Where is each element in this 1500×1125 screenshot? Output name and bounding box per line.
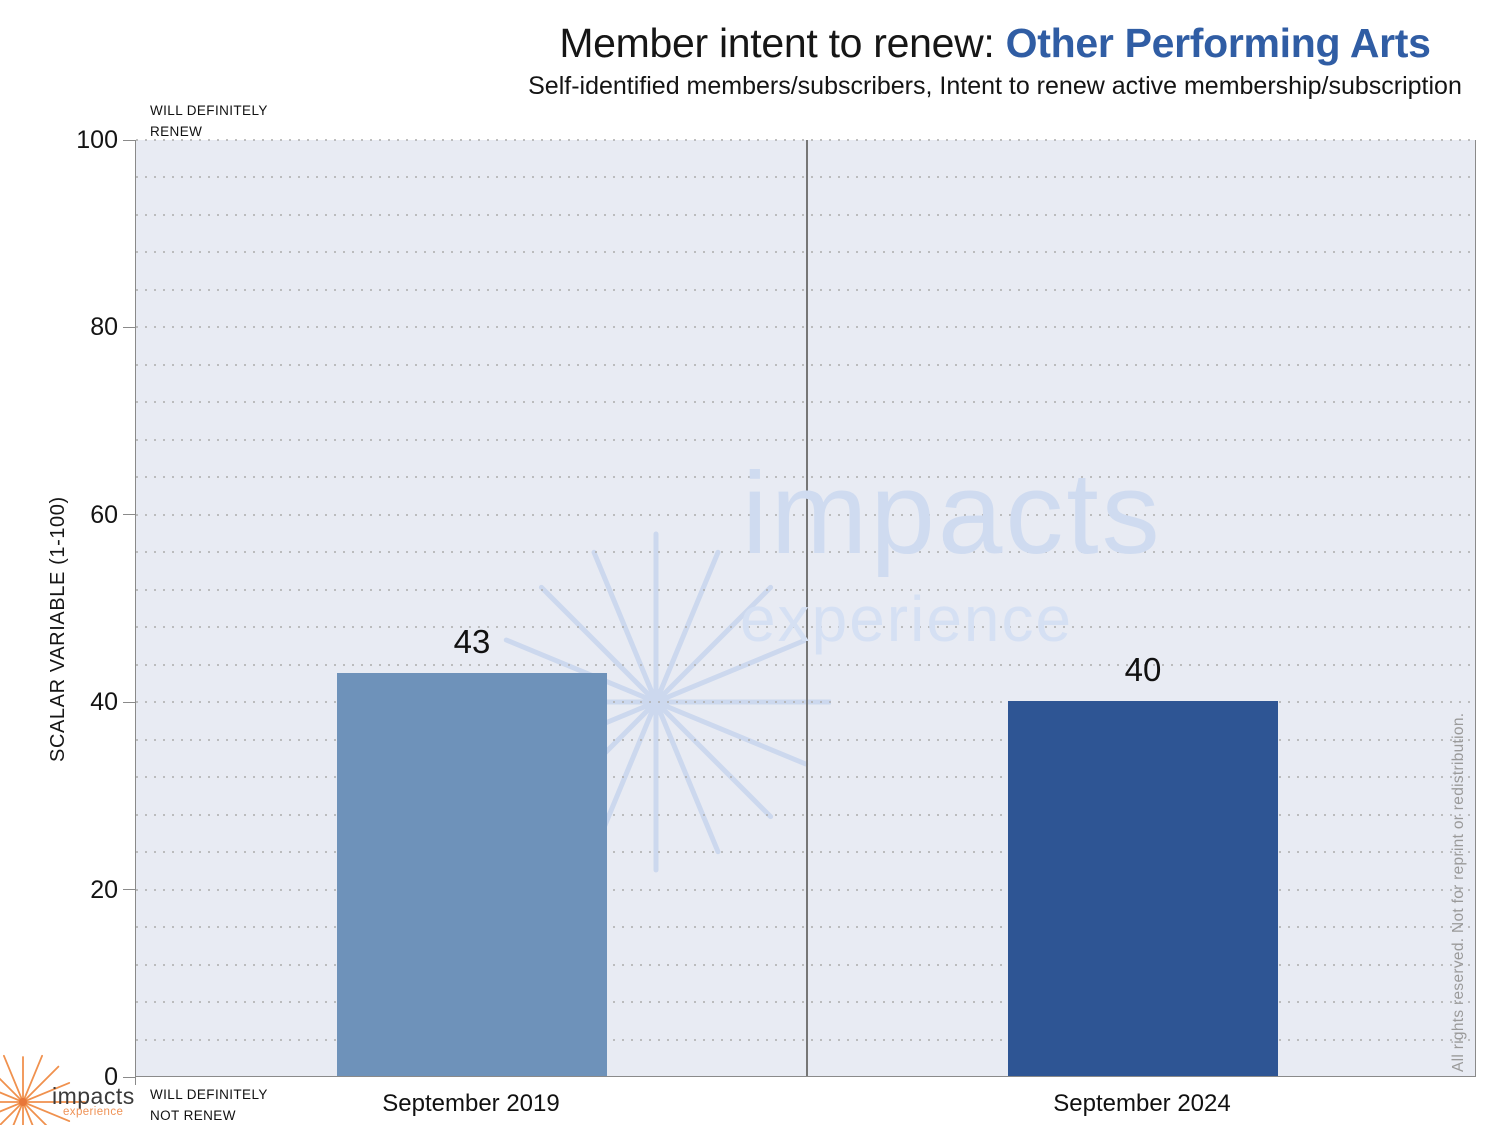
gridline <box>136 588 1475 591</box>
y-tick-label: 100 <box>76 126 118 154</box>
y-min-annotation-line1: WILL DEFINITELY <box>150 1087 268 1102</box>
x-category-label-2019: September 2019 <box>382 1090 560 1117</box>
y-tick-label: 80 <box>90 313 118 342</box>
chart-subtitle: Self-identified members/subscribers, Int… <box>528 72 1462 101</box>
chart-title-highlight: Other Performing Arts <box>1005 20 1431 66</box>
gridline <box>136 738 1475 741</box>
y-min-annotation: WILL DEFINITELY NOT RENEW <box>150 1085 268 1125</box>
y-max-annotation: WILL DEFINITELY RENEW <box>150 101 268 143</box>
gridline <box>136 701 1475 704</box>
y-tick-mark <box>123 514 136 516</box>
gridline <box>136 851 1475 854</box>
gridline <box>136 213 1475 216</box>
gridline <box>136 139 1475 141</box>
watermark-impacts: impacts <box>742 448 1163 578</box>
gridline <box>136 363 1475 366</box>
x-axis-tick <box>135 1076 136 1085</box>
y-tick-mark <box>123 889 136 891</box>
gridline <box>136 813 1475 816</box>
gridline <box>136 513 1475 516</box>
gridline <box>136 1038 1475 1041</box>
rights-notice: All rights reserved. Not for reprint or … <box>1450 712 1467 1072</box>
bar-value-september-2024: 40 <box>1124 651 1162 689</box>
category-divider-line <box>806 140 808 1076</box>
chart-header: Member intent to renew: Other Performing… <box>500 20 1490 101</box>
chart-title-prefix: Member intent to renew: <box>559 20 1006 66</box>
y-max-annotation-line2: RENEW <box>150 123 203 139</box>
impacts-logo-name: impacts <box>52 1083 135 1109</box>
chart-title: Member intent to renew: Other Performing… <box>500 20 1490 66</box>
gridline <box>136 926 1475 929</box>
gridline <box>136 888 1475 891</box>
gridline <box>136 663 1475 666</box>
gridline <box>136 176 1475 179</box>
y-max-annotation-line1: WILL DEFINITELY <box>150 103 268 118</box>
gridline <box>136 551 1475 554</box>
impacts-logo-tagline: experience <box>63 1106 124 1118</box>
y-tick-mark <box>123 326 136 328</box>
gridline <box>136 963 1475 966</box>
gridline <box>136 251 1475 254</box>
gridline <box>136 626 1475 629</box>
gridline <box>136 438 1475 441</box>
gridline <box>136 776 1475 779</box>
watermark-experience: experience <box>740 583 1074 655</box>
y-tick-mark <box>123 139 136 141</box>
y-tick-label: 0 <box>104 1063 118 1091</box>
gridline <box>136 288 1475 291</box>
y-tick-label: 20 <box>90 875 118 904</box>
gridline <box>136 401 1475 404</box>
impacts-logo-starburst-icon <box>0 1054 86 1125</box>
gridline <box>136 1001 1475 1004</box>
x-category-label-2024: September 2024 <box>1053 1090 1231 1117</box>
y-min-annotation-line2: NOT RENEW <box>150 1107 236 1123</box>
y-tick-label: 40 <box>90 688 118 717</box>
y-axis: 0 20 40 60 80 100 <box>0 126 118 1091</box>
gridline <box>136 476 1475 479</box>
y-tick-label: 60 <box>90 500 118 529</box>
y-tick-mark <box>123 701 136 703</box>
y-tick-mark <box>123 1076 136 1078</box>
gridline <box>136 326 1475 329</box>
